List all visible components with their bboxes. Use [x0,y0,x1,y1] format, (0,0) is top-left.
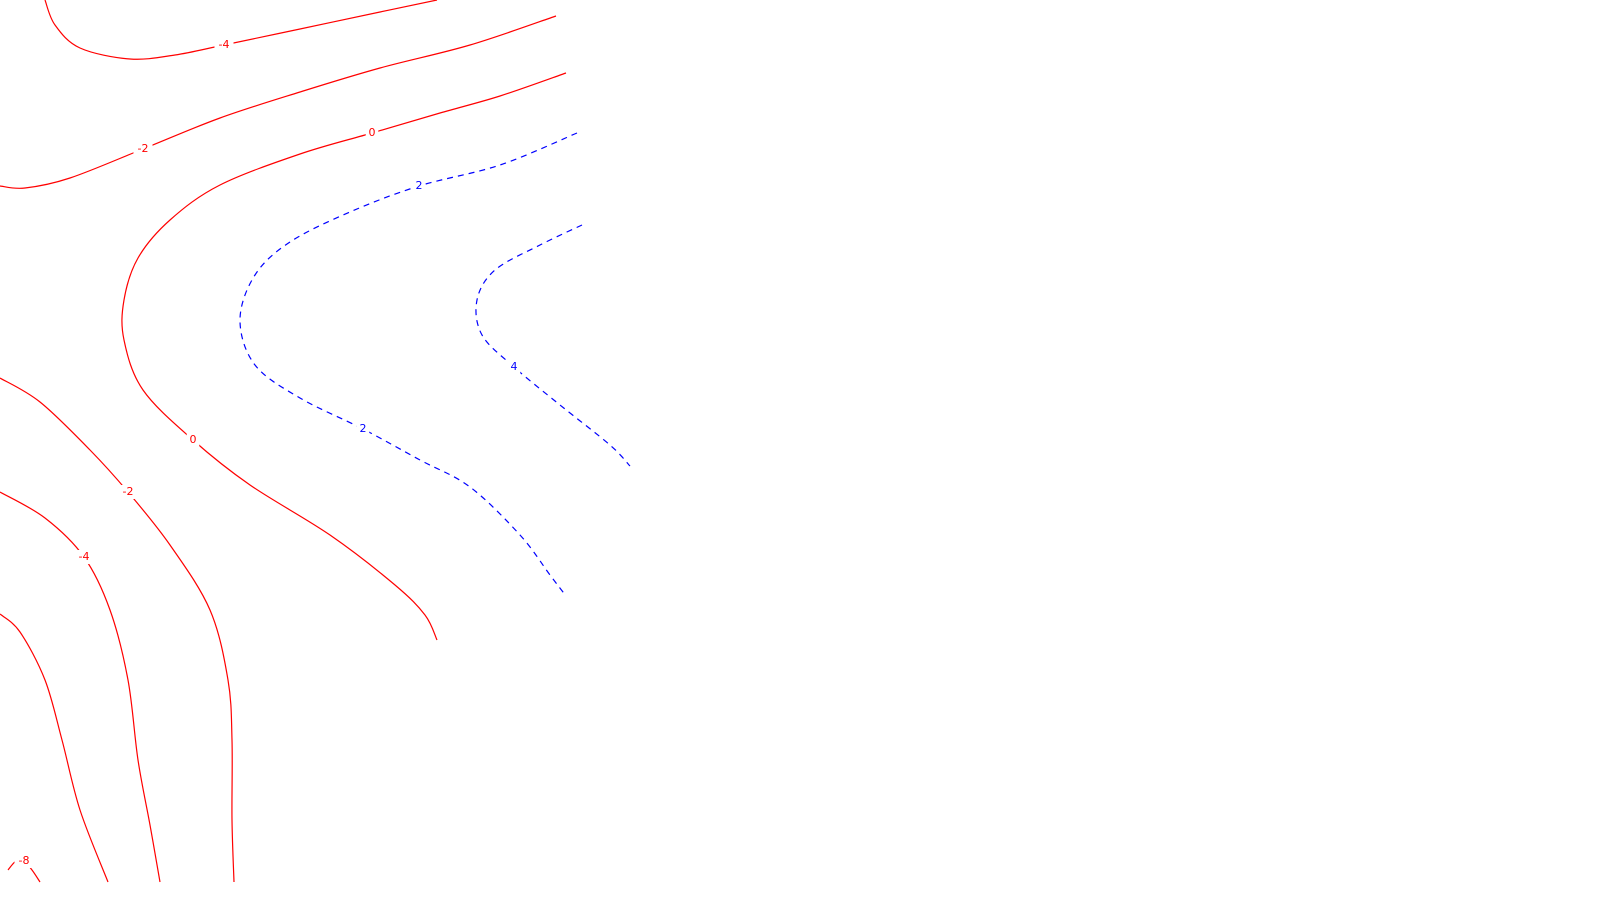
contour-label-background [186,433,200,447]
contour-label-background [507,360,521,374]
contour-label: 4 [511,360,518,373]
contour-label: -8 [19,854,30,867]
contour-line-level-neg4-5 [0,491,161,883]
contour-label: -4 [79,550,90,563]
contour-line-level-neg2-1 [0,15,557,189]
contour-lines [0,0,631,883]
contour-labels: -4 -2 0 0 -2 -4 -8 2 2 4 [14,38,521,868]
contour-line-level-0-2 [121,72,567,641]
contour-label: 0 [190,433,197,446]
contour-label-background [118,485,138,499]
contour-label-background [214,38,234,52]
contour-label: 2 [416,179,423,192]
contour-label: -2 [138,142,149,155]
contour-line-level-neg2-4 [0,377,235,883]
contour-line-level-neg6-6 [0,613,109,883]
contour-label-background [133,142,153,156]
contour-label-background [356,422,370,436]
contour-label: -4 [219,38,230,51]
contour-label-background [74,550,94,564]
contour-line-level-2-8 [239,132,578,597]
contour-label: 2 [360,422,367,435]
contour-line-level-neg4-0 [44,0,438,60]
contour-label-background [14,854,34,868]
contour-label: 0 [369,126,376,139]
contour-label-background [365,126,379,140]
contour-label: -2 [123,485,134,498]
contour-line-level-4-10 [475,224,631,467]
contour-label-background [412,179,426,193]
